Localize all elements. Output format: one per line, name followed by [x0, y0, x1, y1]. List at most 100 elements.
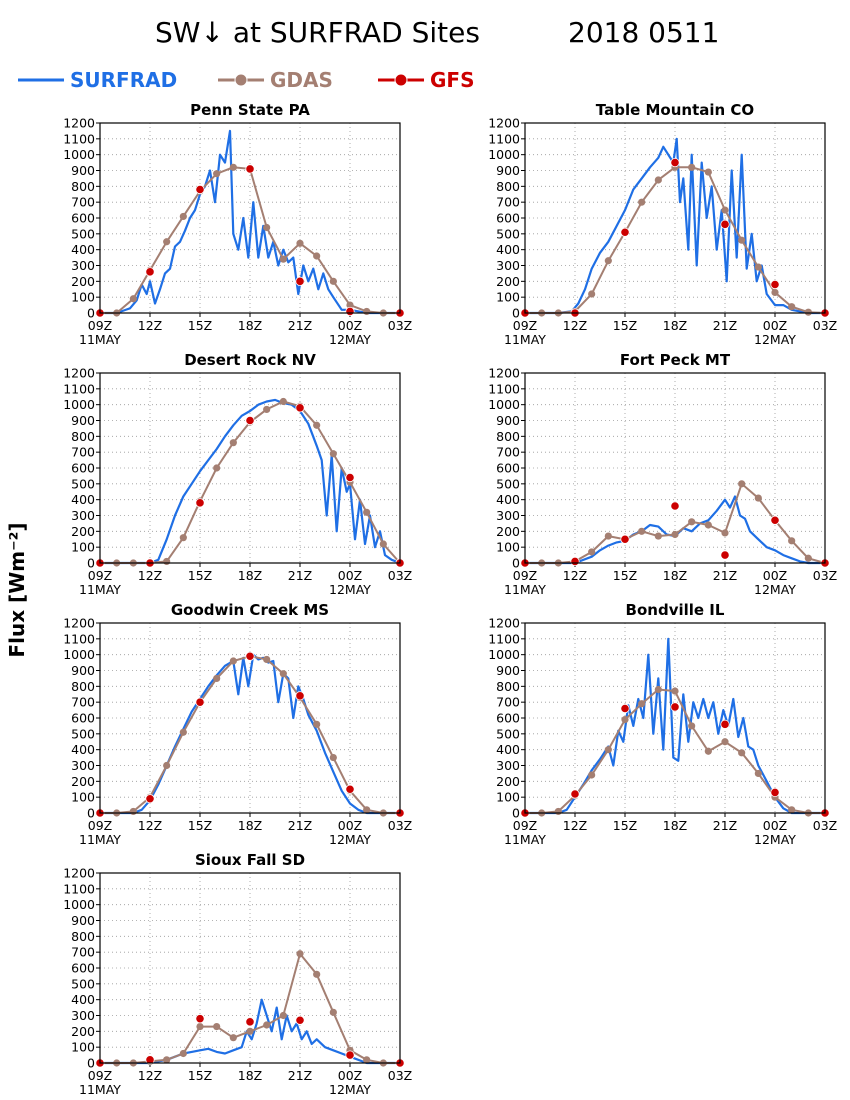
x-tick-label: 09Z — [88, 318, 112, 333]
gfs-point — [770, 279, 780, 290]
gfs-point — [245, 415, 255, 426]
x-date-label: 11MAY — [504, 832, 546, 845]
y-tick-label: 100 — [71, 790, 95, 805]
gdas-point — [213, 1022, 221, 1031]
gfs-point — [345, 306, 355, 317]
panel-title: Table Mountain CO — [596, 101, 754, 119]
x-tick-label: 15Z — [613, 568, 637, 583]
y-tick-label: 1200 — [488, 116, 520, 131]
y-tick-label: 800 — [71, 179, 95, 194]
gdas-point — [279, 397, 287, 406]
x-date-label: 11MAY — [79, 332, 121, 345]
chart-panel-5: Goodwin Creek MS 010020030040050060070080… — [63, 601, 412, 845]
gdas-point — [738, 480, 746, 488]
gdas-point — [738, 749, 746, 757]
y-tick-label: 100 — [71, 1040, 95, 1055]
y-tick-label: 1200 — [63, 616, 95, 631]
gfs-point — [570, 556, 580, 567]
y-tick-label: 100 — [496, 540, 520, 555]
y-tick-label: 900 — [496, 163, 520, 178]
panel-title: Sioux Fall SD — [195, 851, 305, 869]
x-date-label: 12MAY — [329, 1082, 371, 1095]
gdas-point — [313, 421, 321, 429]
x-tick-label: 21Z — [288, 568, 312, 583]
gfs-point — [620, 534, 630, 544]
chart-panel-4: Fort Peck MT 0100200300400500600700800900… — [488, 351, 837, 595]
gdas-point — [329, 753, 337, 762]
gdas-point — [721, 738, 729, 746]
gfs-point — [720, 219, 730, 229]
series-gfs — [95, 403, 405, 568]
x-tick-label: 09Z — [88, 568, 112, 583]
gdas-point — [638, 700, 646, 708]
gdas-point — [688, 163, 696, 171]
gfs-point — [670, 702, 680, 712]
gfs-point — [620, 227, 630, 237]
gdas-point — [296, 239, 304, 247]
gdas-point — [279, 255, 287, 263]
x-date-label: 12MAY — [754, 332, 796, 345]
x-date-label: 11MAY — [504, 582, 546, 595]
gdas-point — [588, 771, 596, 779]
x-tick-label: 03Z — [388, 818, 412, 833]
gdas-point — [704, 521, 712, 529]
chart-panel-6: Bondville IL 0100200300400500600700800900… — [488, 601, 837, 845]
y-tick-label: 0 — [87, 306, 95, 321]
gdas-point — [604, 746, 612, 754]
y-tick-label: 400 — [496, 242, 520, 257]
y-tick-label: 300 — [71, 758, 95, 773]
y-tick-label: 500 — [71, 226, 95, 241]
gdas-point — [163, 557, 171, 566]
series-surfrad — [525, 637, 825, 815]
gdas-point — [654, 176, 662, 184]
series-surfrad — [525, 137, 825, 315]
x-tick-label: 15Z — [613, 818, 637, 833]
plot-frame — [524, 622, 826, 814]
y-tick-label: 1200 — [488, 616, 520, 631]
x-tick-label: 15Z — [613, 318, 637, 333]
gdas-point — [229, 163, 237, 171]
y-tick-label: 300 — [71, 258, 95, 273]
gdas-point — [363, 508, 371, 516]
y-tick-label: 1000 — [63, 897, 95, 912]
y-tick-label: 100 — [71, 290, 95, 305]
gdas-point — [654, 685, 662, 694]
y-tick-label: 1000 — [488, 147, 520, 162]
plot-frame — [99, 372, 401, 564]
gdas-point — [363, 307, 371, 316]
x-tick-label: 00Z — [763, 818, 787, 833]
x-date-label: 11MAY — [79, 1082, 121, 1095]
x-tick-label: 12Z — [138, 1068, 162, 1083]
x-tick-label: 00Z — [763, 318, 787, 333]
gfs-point — [245, 651, 255, 661]
gdas-point — [604, 532, 612, 540]
main-title: SW↓ at SURFRAD Sites 2018 0511 — [155, 16, 719, 49]
gdas-point — [738, 236, 746, 244]
gdas-point — [379, 540, 387, 548]
x-tick-label: 12Z — [563, 818, 587, 833]
series-gfs — [95, 651, 405, 818]
panel-title: Fort Peck MT — [620, 351, 731, 369]
gdas-point — [313, 252, 321, 260]
legend-label: SURFRAD — [70, 68, 177, 92]
y-tick-label: 400 — [496, 742, 520, 757]
x-tick-label: 18Z — [238, 568, 262, 583]
y-tick-label: 300 — [71, 1008, 95, 1023]
gdas-point — [163, 1056, 171, 1064]
y-tick-label: 1000 — [488, 397, 520, 412]
x-date-label: 11MAY — [504, 332, 546, 345]
y-tick-label: 1200 — [63, 116, 95, 131]
gfs-point — [670, 157, 680, 168]
gfs-point — [195, 498, 205, 508]
y-tick-label: 0 — [87, 556, 95, 571]
x-tick-label: 09Z — [513, 818, 537, 833]
panel-title: Penn State PA — [190, 101, 310, 119]
gfs-point — [195, 697, 205, 707]
series-gdas — [521, 163, 829, 317]
gdas-point — [213, 464, 221, 472]
y-tick-label: 900 — [71, 413, 95, 428]
x-date-label: 12MAY — [754, 582, 796, 595]
y-tick-label: 300 — [496, 758, 520, 773]
y-tick-label: 700 — [71, 945, 95, 960]
y-tick-label: 200 — [71, 1024, 95, 1039]
